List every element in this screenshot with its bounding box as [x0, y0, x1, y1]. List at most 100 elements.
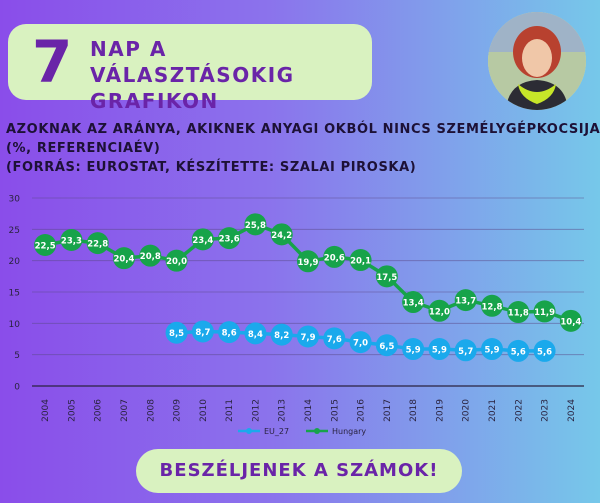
data-label: 11,8	[508, 309, 529, 319]
data-label: 24,2	[271, 231, 292, 241]
x-tick-label: 2010	[199, 399, 209, 422]
headline-badge: 7 NAP A VÁLASZTÁSOKIG GRAFIKON	[8, 24, 372, 113]
data-point	[191, 228, 214, 251]
x-tick-label: 2014	[304, 399, 314, 422]
data-point	[349, 249, 372, 272]
x-tick-label: 2009	[173, 399, 183, 422]
description-line-3: (FORRÁS: EUROSTAT, KÉSZÍTETTE: SZALAI PI…	[6, 160, 417, 175]
data-point	[454, 339, 477, 362]
data-label: 8,7	[195, 328, 210, 338]
data-point	[165, 249, 188, 272]
data-label: 5,7	[458, 347, 473, 357]
x-tick-label: 2018	[409, 399, 419, 422]
data-point	[297, 325, 319, 348]
data-point	[244, 322, 267, 345]
data-point	[481, 294, 503, 317]
x-tick-label: 2015	[330, 399, 340, 422]
call-to-action-banner: BESZÉLJENEK A SZÁMOK!	[136, 449, 462, 493]
x-tick-label: 2004	[41, 399, 51, 422]
x-tick-label: 2022	[514, 399, 524, 422]
line-chart: 0 5 10 15 20 25 30 2004 2005 2006 2007 2008 2009 2010…	[9, 195, 584, 436]
data-label: 25,8	[245, 221, 266, 231]
data-point	[533, 339, 556, 362]
y-tick-label: 20	[9, 257, 21, 267]
y-tick-label: 30	[9, 195, 21, 205]
author-portrait	[488, 12, 586, 110]
x-tick-label: 2008	[146, 399, 156, 422]
y-tick-label: 5	[14, 351, 20, 361]
data-label: 22,8	[87, 240, 108, 250]
headline-line-2: GRAFIKON	[90, 89, 219, 113]
y-tick-label: 10	[9, 320, 21, 330]
description-line-1: AZOKNAK AZ ARÁNYA, AKIKNEK ANYAGI OKBÓL …	[6, 122, 600, 137]
data-label: 22,5	[35, 242, 56, 252]
data-label: 6,5	[379, 342, 394, 352]
data-label: 7,0	[353, 339, 368, 349]
data-point	[454, 289, 477, 312]
x-tick-label: 2011	[225, 399, 235, 422]
data-label: 11,9	[534, 308, 555, 318]
headline-line-1: NAP A VÁLASZTÁSOKIG	[90, 37, 295, 87]
data-label: 13,7	[455, 297, 476, 307]
data-point	[244, 213, 267, 236]
data-label: 5,9	[406, 346, 421, 356]
y-tick-label: 0	[14, 383, 20, 393]
data-point	[533, 300, 556, 323]
data-label: 23,6	[219, 235, 240, 245]
data-label: 20,6	[324, 253, 345, 263]
x-tick-label: 2012	[251, 399, 261, 422]
data-point	[402, 291, 425, 314]
data-point	[375, 334, 398, 357]
portrait-illustration	[488, 12, 586, 110]
countdown-number: 7	[32, 28, 73, 96]
data-label: 8,4	[248, 330, 263, 340]
y-tick-label: 25	[9, 226, 20, 236]
data-label: 5,9	[484, 346, 499, 356]
data-label: 7,6	[327, 335, 342, 345]
data-label: 8,6	[222, 329, 237, 339]
y-tick-label: 15	[9, 289, 20, 299]
data-point	[113, 247, 135, 270]
x-tick-label: 2016	[357, 399, 367, 422]
legend-marker	[246, 428, 252, 434]
data-label: 7,9	[300, 333, 315, 343]
data-label: 23,3	[61, 236, 82, 246]
data-point	[218, 227, 241, 250]
x-tick-label: 2013	[278, 399, 288, 422]
legend-label: EU_27	[264, 427, 289, 436]
data-label: 5,9	[432, 346, 447, 356]
data-point	[402, 338, 425, 361]
data-label: 19,9	[298, 258, 319, 268]
data-point	[34, 234, 57, 256]
data-point	[191, 320, 214, 343]
data-label: 20,1	[350, 257, 371, 267]
x-tick-label: 2005	[67, 399, 77, 422]
x-tick-label: 2019	[435, 399, 445, 422]
data-point	[60, 228, 83, 251]
data-point	[323, 245, 346, 268]
data-label: 20,4	[114, 255, 135, 265]
data-label: 17,5	[376, 273, 397, 283]
legend-marker	[314, 428, 320, 434]
data-point	[323, 327, 346, 350]
data-label: 20,8	[140, 252, 161, 262]
x-tick-label: 2021	[488, 399, 498, 422]
x-tick-label: 2024	[567, 399, 577, 422]
data-point	[507, 301, 530, 324]
data-label: 12,0	[429, 307, 450, 317]
data-point	[165, 321, 188, 344]
data-point	[428, 338, 451, 361]
data-label: 5,6	[511, 347, 526, 357]
x-tick-label: 2007	[120, 399, 130, 422]
data-point	[507, 339, 530, 362]
data-point	[481, 338, 503, 361]
data-point	[139, 244, 162, 267]
legend-label: Hungary	[332, 427, 366, 436]
data-label: 8,5	[169, 329, 184, 339]
data-point	[218, 321, 241, 344]
data-point	[270, 223, 293, 246]
data-point	[375, 265, 398, 288]
data-point	[428, 299, 451, 322]
x-tick-label: 2020	[462, 399, 472, 422]
data-label: 8,2	[274, 331, 289, 341]
